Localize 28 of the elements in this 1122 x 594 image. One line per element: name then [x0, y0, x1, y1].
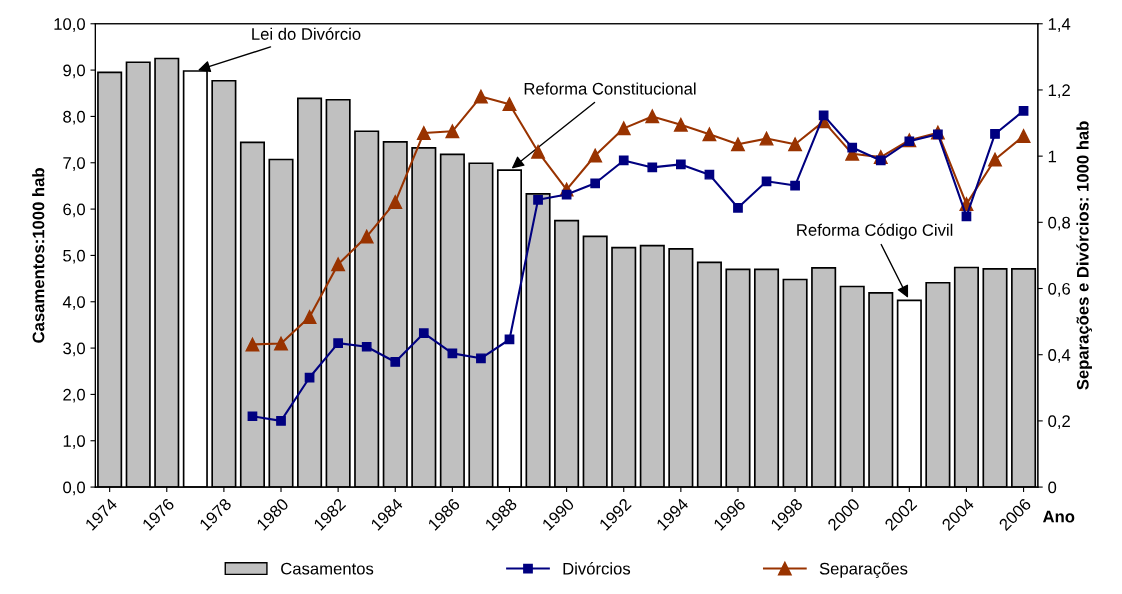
- annotation: Lei do Divórcio: [252, 27, 361, 40]
- y2-tick-label: 1: [1048, 150, 1057, 163]
- y2-tick-label: 0,4: [1048, 349, 1071, 363]
- y2-tick-label: 1,4: [1048, 18, 1071, 32]
- y2-tick-label: 0: [1048, 481, 1057, 494]
- x-axis-title: Ano: [1042, 510, 1075, 523]
- legend-label: Divórcios: [563, 562, 631, 575]
- y-tick-label: 9,0: [63, 64, 85, 79]
- y-axis-title: Casamentos:1000 hab: [32, 168, 45, 343]
- y2-tick-label: 0,8: [1048, 216, 1071, 231]
- annotation: Reforma Código Civil: [797, 223, 953, 240]
- y2-tick-label: 0,2: [1048, 415, 1070, 430]
- y2-tick-label: 0,6: [1048, 282, 1071, 297]
- annotation: Reforma Constitucional: [524, 82, 696, 95]
- y2-tick-label: 1,2: [1048, 84, 1070, 99]
- y-tick-label: 3,0: [63, 342, 85, 357]
- y-tick-label: 0,0: [63, 481, 85, 496]
- y2-axis-title: Separações e Divórcios: 1000 hab: [1076, 121, 1092, 390]
- y-tick-label: 8,0: [63, 110, 85, 125]
- y-tick-label: 1,0: [63, 435, 85, 449]
- y-tick-label: 10,0: [54, 18, 85, 32]
- y-tick-label: 4,0: [62, 296, 85, 310]
- y-tick-label: 5,0: [63, 249, 85, 264]
- y-tick-label: 6,0: [63, 203, 85, 218]
- legend-label: Casamentos: [281, 562, 374, 575]
- legend-label: Separações: [819, 562, 908, 578]
- y-tick-label: 7,0: [63, 157, 85, 171]
- y-tick-label: 2,0: [63, 388, 85, 403]
